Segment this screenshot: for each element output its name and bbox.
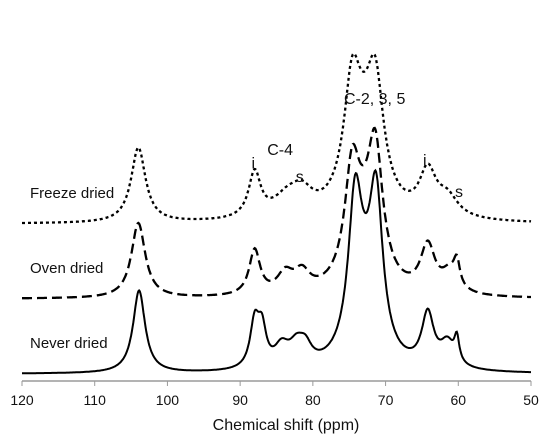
series-oven-dried bbox=[22, 126, 531, 300]
spectra-curves bbox=[22, 52, 532, 375]
x-tick-label: 80 bbox=[305, 392, 321, 408]
peak-annotation: s bbox=[455, 184, 463, 201]
peak-annotation: s bbox=[296, 169, 304, 186]
x-tick-label: 110 bbox=[84, 392, 107, 408]
peak-annotation: C-4 bbox=[267, 142, 293, 159]
series-never-dried bbox=[22, 168, 531, 375]
x-tick-label: 50 bbox=[523, 392, 539, 408]
series-freeze-dried bbox=[22, 52, 532, 225]
x-tick-label: 70 bbox=[378, 392, 394, 408]
peak-annotation: C-2, 3, 5 bbox=[344, 91, 405, 108]
peak-annotations: C-2, 3, 5 C-4 i s i s bbox=[251, 91, 463, 201]
peak-annotation: i bbox=[251, 156, 255, 173]
series-label: Never dried bbox=[30, 335, 108, 352]
x-tick-label: 90 bbox=[232, 392, 248, 408]
x-tick-label: 120 bbox=[10, 392, 34, 408]
x-axis-ticks: 120 110 100 90 80 70 60 50 bbox=[10, 381, 539, 408]
x-tick-label: 60 bbox=[450, 392, 466, 408]
series-label: Oven dried bbox=[30, 260, 103, 277]
series-label: Freeze dried bbox=[30, 185, 114, 202]
peak-annotation: i bbox=[423, 153, 427, 170]
series-labels: Freeze dried Oven dried Never dried bbox=[30, 185, 114, 352]
x-tick-label: 100 bbox=[156, 392, 180, 408]
x-axis-title: Chemical shift (ppm) bbox=[213, 417, 360, 434]
